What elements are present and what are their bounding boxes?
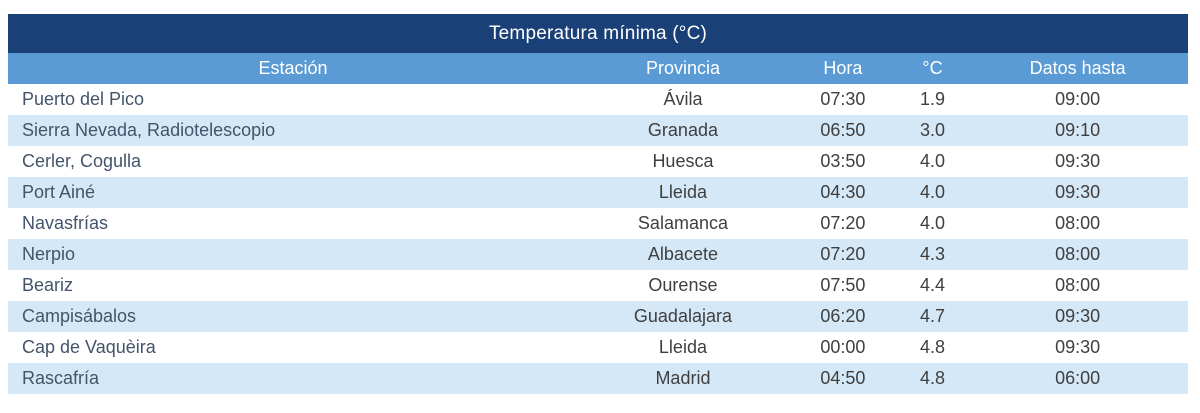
- station-cell: Campisábalos: [22, 306, 137, 326]
- station-cell: Beariz: [22, 275, 74, 295]
- province-cell: Guadalajara: [633, 306, 732, 326]
- data-until-cell: 09:30: [1055, 151, 1101, 171]
- table-row: Puerto del Pico Ávila 07:30 1.9 09:00: [8, 84, 1188, 115]
- province-cell: Granada: [647, 120, 718, 140]
- table-row: Cap de Vaquèira Lleida 00:00 4.8 09:30: [8, 332, 1188, 363]
- province-cell: Lleida: [658, 337, 707, 357]
- hour-cell: 07:50: [820, 275, 866, 295]
- province-cell: Huesca: [652, 151, 714, 171]
- table-row: Nerpio Albacete 07:20 4.3 08:00: [8, 239, 1188, 270]
- data-until-cell: 06:00: [1055, 368, 1101, 388]
- data-until-cell: 08:00: [1055, 244, 1101, 264]
- table-header-row: Estación Provincia Hora °C Datos hasta: [8, 53, 1188, 84]
- temperature-cell: 4.0: [919, 151, 946, 171]
- province-cell: Salamanca: [637, 213, 728, 233]
- temperature-cell: 4.4: [919, 275, 946, 295]
- hour-cell: 06:20: [820, 306, 866, 326]
- province-cell: Albacete: [647, 244, 718, 264]
- data-until-cell: 08:00: [1055, 275, 1101, 295]
- province-cell: Madrid: [655, 368, 711, 388]
- province-cell: Lleida: [658, 182, 707, 202]
- hour-cell: 04:50: [820, 368, 866, 388]
- table-body: Puerto del Pico Ávila 07:30 1.9 09:00 Sierra …: [8, 84, 1188, 394]
- hour-cell: 06:50: [820, 120, 866, 140]
- temperature-cell: 4.3: [919, 244, 946, 264]
- hour-cell: 07:20: [820, 244, 866, 264]
- table-row: Rascafría Madrid 04:50 4.8 06:00: [8, 363, 1188, 394]
- temperature-cell: 4.0: [919, 213, 946, 233]
- province-cell: Ávila: [663, 89, 703, 109]
- station-cell: Nerpio: [22, 244, 76, 264]
- table-row: Cerler, Cogulla Huesca 03:50 4.0 09:30: [8, 146, 1188, 177]
- temperature-cell: 3.0: [919, 120, 946, 140]
- data-until-cell: 09:10: [1055, 120, 1101, 140]
- col-header-hora: Hora: [787, 53, 898, 84]
- hour-cell: 04:30: [820, 182, 866, 202]
- min-temperature-table-container: Temperatura mínima (°C) Estación Provinc…: [8, 14, 1188, 394]
- data-until-cell: 09:30: [1055, 337, 1101, 357]
- table-row: Beariz Ourense 07:50 4.4 08:00: [8, 270, 1188, 301]
- col-header-temp: °C: [897, 53, 968, 84]
- hour-cell: 07:30: [820, 89, 866, 109]
- temperature-cell: 4.8: [919, 368, 946, 388]
- temperature-cell: 4.0: [919, 182, 946, 202]
- table-row: Campisábalos Guadalajara 06:20 4.7 09:30: [8, 301, 1188, 332]
- station-cell: Cerler, Cogulla: [22, 151, 142, 171]
- hour-cell: 03:50: [820, 151, 866, 171]
- table-title-row: Temperatura mínima (°C): [8, 14, 1188, 53]
- station-cell: Cap de Vaquèira: [22, 337, 156, 357]
- data-until-cell: 09:30: [1055, 182, 1101, 202]
- table-row: Navasfrías Salamanca 07:20 4.0 08:00: [8, 208, 1188, 239]
- table-row: Port Ainé Lleida 04:30 4.0 09:30: [8, 177, 1188, 208]
- temperature-cell: 1.9: [919, 89, 946, 109]
- temperature-cell: 4.7: [919, 306, 946, 326]
- hour-cell: 07:20: [820, 213, 866, 233]
- min-temperature-table: Temperatura mínima (°C) Estación Provinc…: [8, 14, 1188, 394]
- col-header-estacion: Estación: [8, 53, 578, 84]
- col-header-provincia: Provincia: [577, 53, 788, 84]
- station-cell: Puerto del Pico: [22, 89, 145, 109]
- temperature-cell: 4.8: [919, 337, 946, 357]
- province-cell: Ourense: [648, 275, 718, 295]
- station-cell: Port Ainé: [22, 182, 96, 202]
- station-cell: Sierra Nevada, Radiotelescopio: [22, 120, 276, 140]
- data-until-cell: 09:30: [1055, 306, 1101, 326]
- col-header-datos-hasta: Datos hasta: [967, 53, 1188, 84]
- hour-cell: 00:00: [820, 337, 866, 357]
- station-cell: Rascafría: [22, 368, 100, 388]
- data-until-cell: 08:00: [1055, 213, 1101, 233]
- data-until-cell: 09:00: [1055, 89, 1101, 109]
- table-title: Temperatura mínima (°C): [8, 14, 1188, 53]
- table-row: Sierra Nevada, Radiotelescopio Granada 06:…: [8, 115, 1188, 146]
- station-cell: Navasfrías: [22, 213, 109, 233]
